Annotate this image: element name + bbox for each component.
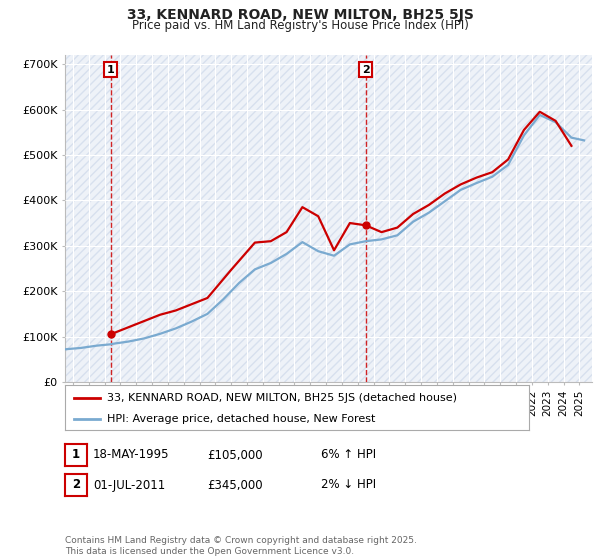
Text: £105,000: £105,000 <box>207 449 263 461</box>
Text: 1: 1 <box>72 449 80 461</box>
Text: 2% ↓ HPI: 2% ↓ HPI <box>321 478 376 492</box>
Text: 33, KENNARD ROAD, NEW MILTON, BH25 5JS: 33, KENNARD ROAD, NEW MILTON, BH25 5JS <box>127 8 473 22</box>
Text: 01-JUL-2011: 01-JUL-2011 <box>93 478 165 492</box>
Text: 2: 2 <box>72 478 80 492</box>
Text: 2: 2 <box>362 65 370 74</box>
Text: HPI: Average price, detached house, New Forest: HPI: Average price, detached house, New … <box>107 414 375 424</box>
Text: 18-MAY-1995: 18-MAY-1995 <box>93 449 170 461</box>
Text: Price paid vs. HM Land Registry's House Price Index (HPI): Price paid vs. HM Land Registry's House … <box>131 19 469 32</box>
Text: 1: 1 <box>107 65 115 74</box>
Text: 33, KENNARD ROAD, NEW MILTON, BH25 5JS (detached house): 33, KENNARD ROAD, NEW MILTON, BH25 5JS (… <box>107 393 457 403</box>
Text: 6% ↑ HPI: 6% ↑ HPI <box>321 449 376 461</box>
Text: £345,000: £345,000 <box>207 478 263 492</box>
Text: Contains HM Land Registry data © Crown copyright and database right 2025.
This d: Contains HM Land Registry data © Crown c… <box>65 536 417 556</box>
